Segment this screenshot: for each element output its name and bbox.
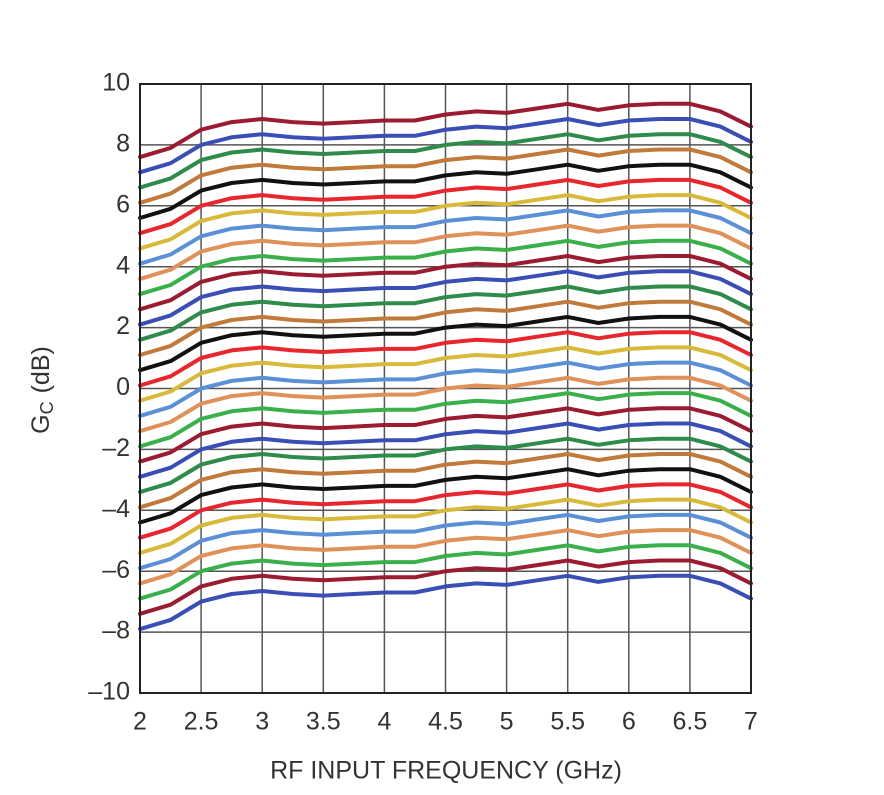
- series-line: [138, 360, 753, 418]
- series-line: [138, 406, 753, 464]
- y-label-unit: (dB): [27, 346, 55, 393]
- x-tick-label: 3: [255, 708, 269, 736]
- series-line: [138, 573, 753, 632]
- series-line: [138, 284, 753, 342]
- series-line: [138, 421, 753, 479]
- y-axis-label: GC (dB): [27, 346, 57, 434]
- x-tick-label: 2.5: [184, 708, 219, 736]
- x-axis-label: RF INPUT FREQUENCY (GHz): [270, 757, 622, 785]
- x-tick-label: 4.5: [428, 708, 463, 736]
- x-tick-label: 6.5: [673, 708, 708, 736]
- series-line: [138, 238, 753, 297]
- series-line: [138, 147, 753, 205]
- y-tick-label: 2: [116, 312, 130, 340]
- series-line: [138, 345, 753, 403]
- series-line: [138, 162, 753, 220]
- series-line: [138, 299, 753, 357]
- series-line: [138, 101, 753, 160]
- plot-frame: [139, 83, 752, 694]
- series-line: [138, 375, 753, 434]
- series-line: [138, 177, 753, 236]
- series-line: [138, 558, 753, 616]
- x-tick-label: 7: [744, 708, 758, 736]
- y-tick-label: 0: [116, 373, 130, 401]
- series-line: [138, 391, 753, 449]
- series-line: [138, 208, 753, 266]
- y-tick-label: 10: [102, 69, 130, 97]
- series-line: [138, 223, 753, 281]
- y-tick-label: –6: [102, 556, 130, 584]
- series-line: [138, 330, 753, 388]
- series-line: [138, 467, 753, 525]
- series-line: [138, 132, 753, 190]
- series-lines: [138, 101, 753, 632]
- series-line: [138, 117, 753, 175]
- x-tick-label: 6: [622, 708, 636, 736]
- y-tick-label: 8: [116, 130, 130, 158]
- series-line: [138, 543, 753, 601]
- x-tick-label: 5: [500, 708, 514, 736]
- y-tick-label: –4: [102, 495, 130, 523]
- series-line: [138, 254, 753, 312]
- y-label-sub: C: [37, 401, 57, 414]
- series-line: [138, 512, 753, 571]
- series-line: [138, 497, 753, 555]
- series-line: [138, 314, 753, 373]
- series-line: [138, 452, 753, 510]
- x-tick-label: 2: [133, 708, 147, 736]
- series-line: [138, 482, 753, 540]
- y-tick-label: –10: [88, 678, 130, 706]
- y-tick-label: 4: [116, 251, 130, 279]
- x-tick-label: 5.5: [550, 708, 585, 736]
- y-tick-label: –2: [102, 434, 130, 462]
- series-line: [138, 528, 753, 586]
- y-tick-label: 6: [116, 190, 130, 218]
- x-tick-label: 3.5: [306, 708, 341, 736]
- series-line: [138, 269, 753, 327]
- series-line: [138, 436, 753, 494]
- series-line: [138, 193, 753, 251]
- x-tick-label: 4: [377, 708, 391, 736]
- y-tick-label: –8: [102, 617, 130, 645]
- y-label-main: G: [27, 414, 55, 433]
